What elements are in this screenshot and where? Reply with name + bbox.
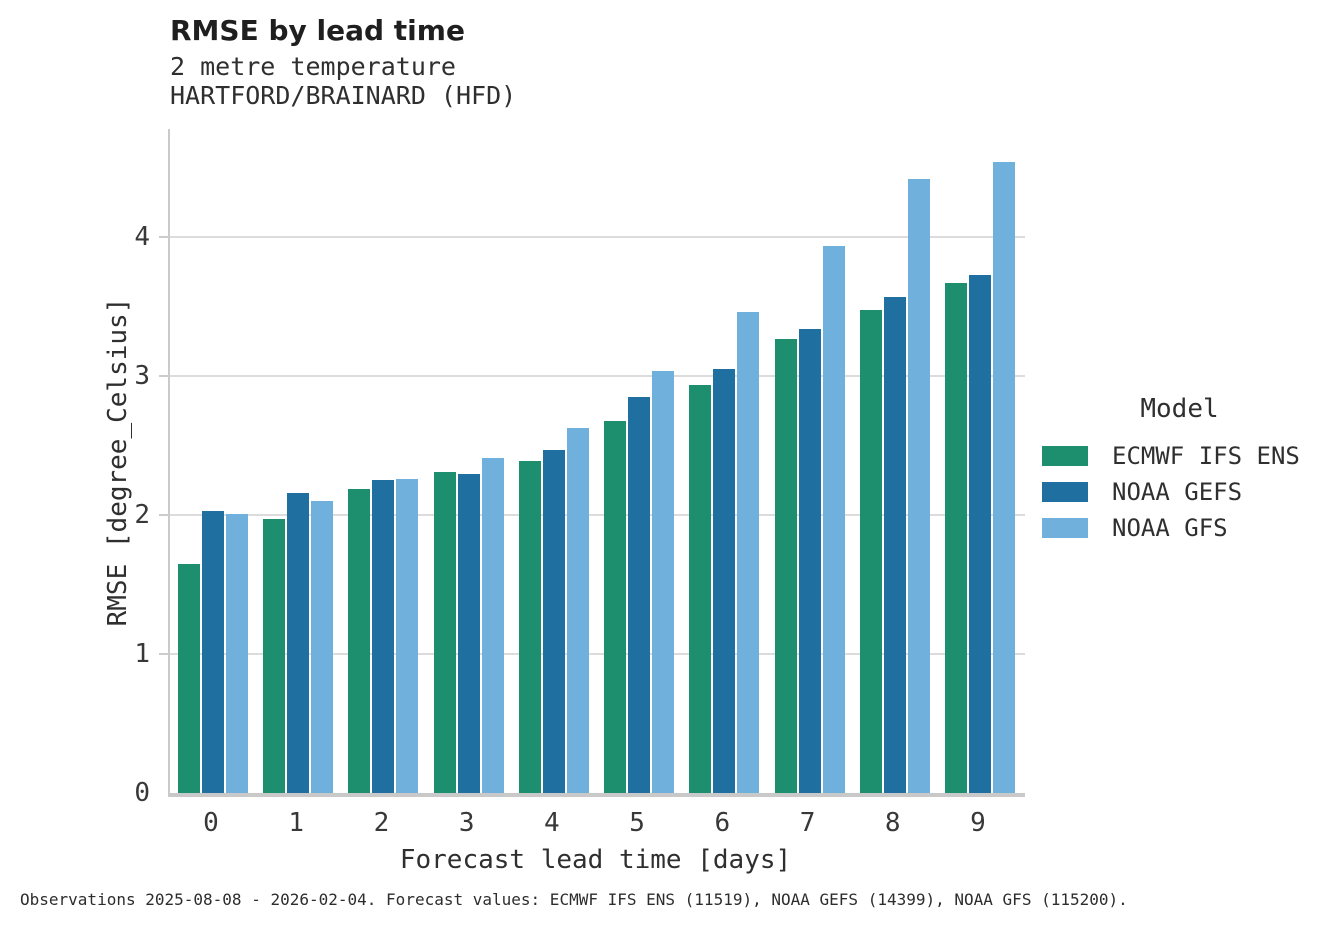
bar-noaa-gefs-lead-1 <box>287 492 310 793</box>
bar-noaa-gefs-lead-3 <box>457 473 480 793</box>
x-tick-label-0: 0 <box>203 808 219 838</box>
bar-noaa-gfs-lead-4 <box>566 427 589 793</box>
legend-label: ECMWF IFS ENS <box>1112 442 1300 470</box>
bar-noaa-gefs-lead-2 <box>372 480 395 793</box>
bar-noaa-gefs-lead-0 <box>202 511 224 793</box>
bar-noaa-gfs-lead-0 <box>226 513 248 793</box>
bar-ecmwf-ifs-ens-lead-1 <box>263 519 286 793</box>
legend-label: NOAA GFS <box>1112 514 1228 542</box>
bar-noaa-gefs-lead-9 <box>968 274 991 793</box>
y-tick-label-0: 0 <box>134 778 150 808</box>
bar-noaa-gefs-lead-7 <box>798 329 821 793</box>
x-tick-label-5: 5 <box>629 808 645 838</box>
x-tick-label-2: 2 <box>373 808 390 838</box>
legend-row-noaa-gefs: NOAA GEFS <box>1042 474 1312 510</box>
x-axis-spine <box>168 793 1025 797</box>
y-tick-mark-2 <box>159 514 170 517</box>
bar-ecmwf-ifs-ens-lead-0 <box>178 563 200 793</box>
bar-ecmwf-ifs-ens-lead-5 <box>604 420 627 793</box>
bar-noaa-gefs-lead-8 <box>883 297 906 793</box>
legend: Model ECMWF IFS ENS NOAA GEFS NOAA GFS <box>1042 394 1312 546</box>
y-tick-label-1: 1 <box>134 639 150 670</box>
x-axis-label: Forecast lead time [days] <box>399 845 792 875</box>
bar-ecmwf-ifs-ens-lead-7 <box>774 338 797 793</box>
chart-subtitle-station: HARTFORD/BRAINARD (HFD) <box>170 81 517 110</box>
bar-noaa-gfs-lead-5 <box>652 370 675 793</box>
bar-noaa-gefs-lead-6 <box>713 369 736 793</box>
bar-noaa-gfs-lead-8 <box>907 179 930 793</box>
legend-row-ecmwf-ifs-ens: ECMWF IFS ENS <box>1042 438 1312 474</box>
bar-ecmwf-ifs-ens-lead-4 <box>518 461 541 793</box>
bar-noaa-gefs-lead-5 <box>628 397 651 793</box>
gridline-y-1 <box>170 653 1025 656</box>
x-tick-label-4: 4 <box>544 808 560 838</box>
x-tick-label-7: 7 <box>799 808 816 838</box>
x-tick-label-1: 1 <box>288 808 305 838</box>
y-axis-label: RMSE [degree_Celsius] <box>103 297 133 627</box>
legend-swatch <box>1042 518 1088 538</box>
legend-swatch <box>1042 446 1088 466</box>
y-tick-mark-4 <box>159 236 170 239</box>
gridline-y-4 <box>170 236 1025 239</box>
y-tick-mark-3 <box>159 375 170 378</box>
gridline-y-3 <box>170 375 1025 378</box>
bar-ecmwf-ifs-ens-lead-9 <box>944 283 967 793</box>
bar-ecmwf-ifs-ens-lead-6 <box>689 384 712 793</box>
bar-noaa-gfs-lead-2 <box>396 479 419 793</box>
legend-row-noaa-gfs: NOAA GFS <box>1042 510 1312 546</box>
bar-noaa-gefs-lead-4 <box>542 449 565 793</box>
bar-ecmwf-ifs-ens-lead-3 <box>433 472 456 793</box>
chart-title: RMSE by lead time <box>170 14 465 47</box>
legend-title: Model <box>1140 394 1219 424</box>
x-tick-label-6: 6 <box>714 808 731 838</box>
bar-ecmwf-ifs-ens-lead-2 <box>348 488 371 793</box>
footnote-caption: Observations 2025-08-08 - 2026-02-04. Fo… <box>20 890 1128 909</box>
x-tick-label-8: 8 <box>884 808 901 838</box>
y-tick-mark-1 <box>159 653 170 656</box>
bar-noaa-gfs-lead-1 <box>311 501 334 793</box>
y-tick-label-4: 4 <box>134 222 150 253</box>
x-tick-label-9: 9 <box>970 808 986 838</box>
y-tick-label-3: 3 <box>134 361 150 392</box>
legend-swatch <box>1042 482 1088 502</box>
plot-area <box>159 129 1025 797</box>
x-tick-label-3: 3 <box>458 808 475 838</box>
bar-ecmwf-ifs-ens-lead-8 <box>859 309 882 793</box>
y-tick-label-2: 2 <box>134 500 150 531</box>
bar-noaa-gfs-lead-3 <box>481 458 504 793</box>
bar-noaa-gfs-lead-7 <box>822 245 845 793</box>
bar-noaa-gfs-lead-6 <box>737 312 760 793</box>
bar-noaa-gfs-lead-9 <box>992 162 1015 793</box>
chart-subtitle-variable: 2 metre temperature <box>170 52 456 81</box>
legend-label: NOAA GEFS <box>1112 478 1243 506</box>
gridline-y-2 <box>170 514 1025 517</box>
